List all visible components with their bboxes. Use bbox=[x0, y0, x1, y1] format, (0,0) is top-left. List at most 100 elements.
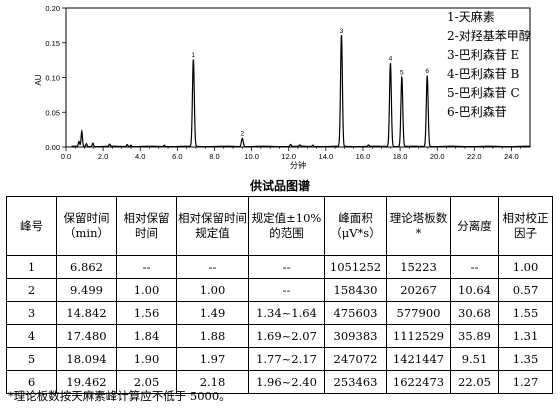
table-cell: 30.68 bbox=[450, 301, 499, 325]
table-row: 3 14.842 1.56 1.49 1.34~1.64 475603 5779… bbox=[6, 301, 553, 325]
x-tick-label: 2.0 bbox=[98, 152, 108, 161]
x-tick-label: 10.0 bbox=[244, 152, 259, 161]
header-correction-factor: 相对校正因子 bbox=[498, 196, 553, 256]
table-cell: -- bbox=[248, 278, 325, 302]
table-cell: 6.862 bbox=[56, 255, 117, 279]
table-cell: 17.480 bbox=[56, 324, 117, 348]
table-cell: 1.77~2.17 bbox=[248, 347, 325, 371]
table-cell: 1.00 bbox=[176, 278, 249, 302]
table-cell: 1.96~2.40 bbox=[248, 370, 325, 394]
table-cell: 309383 bbox=[324, 324, 387, 348]
chromatogram-trace bbox=[71, 35, 530, 148]
legend-item: 6-巴利森苷 bbox=[447, 105, 507, 119]
table-cell: 1.69~2.07 bbox=[248, 324, 325, 348]
chromatogram: 0.0 2.0 4.0 6.0 8.0 10.0 12.0 14.0 16.0 18.0 20.0 2… bbox=[34, 4, 531, 170]
table-cell: 1.88 bbox=[176, 324, 249, 348]
peak-labels: 1 2 3 45 6 bbox=[192, 28, 430, 138]
x-tick-label: 22.0 bbox=[467, 152, 482, 161]
table-cell: 15223 bbox=[386, 255, 451, 279]
header-spec-range: 规定值±10%的范围 bbox=[248, 196, 325, 256]
table-cell: 1622473 bbox=[386, 370, 451, 394]
table-cell: 1.00 bbox=[116, 278, 177, 302]
results-table: 峰号 保留时间（min） 相对保留时间 相对保留时间规定值 规定值±10%的范围… bbox=[6, 196, 553, 394]
x-tick-label: 4.0 bbox=[135, 152, 145, 161]
chart-legend: 1-天麻素 2-对羟基苯甲醇 3-巴利森苷 E 4-巴利森苷 B 5-巴利森苷 … bbox=[447, 8, 531, 122]
table-row: 2 9.499 1.00 1.00 -- 158430 20267 10.64 … bbox=[6, 278, 553, 302]
table-cell: 247072 bbox=[324, 347, 387, 371]
table-cell: 6 bbox=[6, 370, 57, 394]
table-cell: 253463 bbox=[324, 370, 387, 394]
legend-item: 5-巴利森苷 C bbox=[447, 86, 520, 100]
table-cell: 577900 bbox=[386, 301, 451, 325]
table-cell: 14.842 bbox=[56, 301, 117, 325]
table-cell: 9.51 bbox=[450, 347, 499, 371]
table-cell: 1 bbox=[6, 255, 57, 279]
table-cell: -- bbox=[450, 255, 499, 279]
table-cell: -- bbox=[116, 255, 177, 279]
peak-label: 2 bbox=[240, 131, 244, 138]
y-tick-label: 0.10 bbox=[45, 74, 60, 83]
y-tick-label: 0.05 bbox=[45, 108, 60, 117]
header-peak-area: 峰面积（μV*s） bbox=[324, 196, 387, 256]
table-cell: 1.97 bbox=[176, 347, 249, 371]
peak-label: 5 bbox=[400, 70, 404, 77]
table-cell: 9.499 bbox=[56, 278, 117, 302]
y-axis-label: AU bbox=[34, 74, 43, 85]
table-cell: 475603 bbox=[324, 301, 387, 325]
header-plate-number: 理论塔板数* bbox=[386, 196, 451, 256]
legend-item: 4-巴利森苷 B bbox=[447, 67, 520, 81]
legend-item: 2-对羟基苯甲醇 bbox=[447, 29, 531, 43]
peak-label: 4 bbox=[389, 56, 393, 63]
x-axis-label: 分钟 bbox=[290, 160, 306, 170]
table-cell: 1.90 bbox=[116, 347, 177, 371]
y-tick-label: 0.15 bbox=[45, 39, 60, 48]
table-cell: -- bbox=[176, 255, 249, 279]
header-resolution: 分离度 bbox=[450, 196, 499, 256]
legend-item: 1-天麻素 bbox=[447, 10, 495, 24]
table-cell: 1.84 bbox=[116, 324, 177, 348]
table-cell: 20267 bbox=[386, 278, 451, 302]
table-cell: 1112529 bbox=[386, 324, 451, 348]
table-cell: 1.27 bbox=[498, 370, 553, 394]
x-tick-label: 0.0 bbox=[61, 152, 71, 161]
table-cell: 1.35 bbox=[498, 347, 553, 371]
table-row: 1 6.862 -- -- -- 1051252 15223 -- 1.00 bbox=[6, 255, 553, 279]
table-cell: 22.05 bbox=[450, 370, 499, 394]
table-cell: 2.18 bbox=[176, 370, 249, 394]
axis-ticks: 0.0 2.0 4.0 6.0 8.0 10.0 12.0 14.0 16.0 18.0 20.0 2… bbox=[45, 4, 522, 161]
header-relative-retention: 相对保留时间 bbox=[116, 196, 177, 256]
peak-label: 3 bbox=[340, 28, 344, 35]
x-tick-label: 16.0 bbox=[356, 152, 371, 161]
table-cell: 5 bbox=[6, 347, 57, 371]
x-tick-label: 18.0 bbox=[393, 152, 408, 161]
table-cell: 2 bbox=[6, 278, 57, 302]
table-cell: -- bbox=[248, 255, 325, 279]
table-cell: 158430 bbox=[324, 278, 387, 302]
x-tick-label: 14.0 bbox=[319, 152, 334, 161]
table-cell: 1051252 bbox=[324, 255, 387, 279]
table-row: 4 17.480 1.84 1.88 1.69~2.07 309383 1112… bbox=[6, 324, 553, 348]
header-relative-retention-spec: 相对保留时间规定值 bbox=[176, 196, 249, 256]
table-header-row: 峰号 保留时间（min） 相对保留时间 相对保留时间规定值 规定值±10%的范围… bbox=[6, 196, 553, 256]
chart-caption: 供试品图谱 bbox=[249, 179, 310, 193]
table-cell: 19.462 bbox=[56, 370, 117, 394]
table-cell: 35.89 bbox=[450, 324, 499, 348]
y-tick-label: 0.20 bbox=[45, 4, 60, 13]
table-cell: 1.49 bbox=[176, 301, 249, 325]
y-tick-label: 0.00 bbox=[45, 143, 60, 152]
table-cell: 1.00 bbox=[498, 255, 553, 279]
x-tick-label: 6.0 bbox=[172, 152, 182, 161]
table-cell: 2.05 bbox=[116, 370, 177, 394]
table-cell: 3 bbox=[6, 301, 57, 325]
header-retention-time: 保留时间（min） bbox=[56, 196, 117, 256]
table-cell: 1.56 bbox=[116, 301, 177, 325]
table-cell: 1.31 bbox=[498, 324, 553, 348]
peak-label: 6 bbox=[425, 68, 429, 75]
legend-item: 3-巴利森苷 E bbox=[447, 48, 520, 62]
header-peak-no: 峰号 bbox=[6, 196, 57, 256]
x-tick-label: 8.0 bbox=[209, 152, 219, 161]
peak-label: 1 bbox=[192, 52, 196, 59]
table-cell: 4 bbox=[6, 324, 57, 348]
table-row: 6 19.462 2.05 2.18 1.96~2.40 253463 1622… bbox=[6, 370, 553, 394]
table-cell: 1.34~1.64 bbox=[248, 301, 325, 325]
